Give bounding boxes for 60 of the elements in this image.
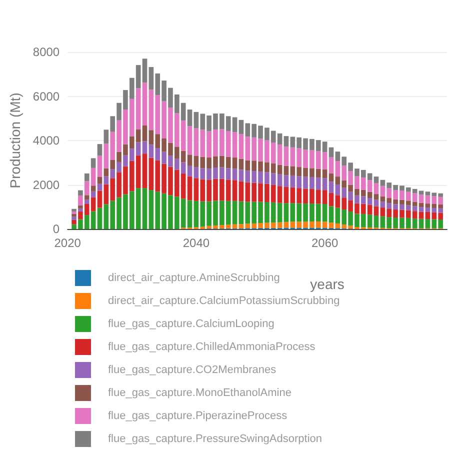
bar: [97, 156, 102, 178]
y-tick-label: 4000: [32, 134, 60, 148]
bar: [84, 200, 90, 204]
bar: [328, 157, 334, 174]
bar: [97, 177, 102, 184]
bar: [328, 182, 334, 193]
bar: [328, 206, 334, 223]
x-tick-label: 2060: [311, 236, 338, 250]
bar: [72, 220, 76, 224]
bar: [142, 188, 148, 229]
bar: [72, 214, 76, 217]
bar: [142, 82, 148, 126]
bar: [72, 216, 76, 220]
bar: [97, 144, 102, 156]
bar: [78, 190, 83, 196]
bar: [374, 182, 379, 194]
bar: [90, 186, 96, 192]
legend-label: flue_gas_capture.PiperazineProcess: [108, 410, 288, 422]
bar: [78, 205, 83, 208]
bar: [72, 208, 76, 212]
bar: [284, 186, 289, 204]
x-axis-title: years: [310, 276, 344, 292]
y-tick-label: 8000: [32, 45, 60, 59]
bar: [374, 216, 379, 228]
bar: [84, 195, 90, 200]
bar: [328, 222, 334, 228]
bar: [142, 58, 148, 83]
bar: [284, 146, 289, 166]
bar: [284, 166, 289, 176]
legend-label: flue_gas_capture.CalciumLooping: [108, 318, 274, 330]
bar: [142, 154, 148, 188]
bar: [328, 173, 334, 182]
bar: [328, 192, 334, 206]
y-tick-label: 6000: [32, 89, 60, 104]
bar: [328, 147, 334, 158]
y-tick-label: 2000: [32, 178, 60, 192]
y-tick-label: 0: [52, 222, 60, 236]
bar: [142, 125, 148, 142]
legend-label: flue_gas_capture.CO2Membranes: [108, 364, 277, 376]
bar: [97, 208, 102, 229]
bar: [374, 194, 379, 200]
bar: [374, 176, 379, 183]
bar: [97, 190, 102, 208]
y-axis-title: Production (Mt): [7, 92, 23, 188]
x-tick-label: 2020: [54, 236, 82, 250]
bar: [84, 173, 90, 182]
legend-label: direct_air_capture.AmineScrubbing: [108, 272, 280, 284]
bar: [284, 175, 289, 187]
bar: [78, 196, 83, 206]
legend-label: flue_gas_capture.PressureSwingAdsorption: [108, 433, 322, 445]
bar: [284, 203, 289, 222]
legend-label: direct_air_capture.CalciumPotassiumScrubbing: [108, 295, 340, 307]
legend-label: flue_gas_capture.MonoEthanolAmine: [108, 387, 292, 399]
legend-label: flue_gas_capture.ChilledAmmoniaProcess: [108, 341, 316, 353]
bar: [90, 158, 96, 168]
bar: [374, 206, 379, 216]
bar: [78, 208, 83, 212]
x-tick-label: 2040: [182, 236, 210, 250]
bar: [142, 141, 148, 154]
bar: [284, 136, 289, 147]
